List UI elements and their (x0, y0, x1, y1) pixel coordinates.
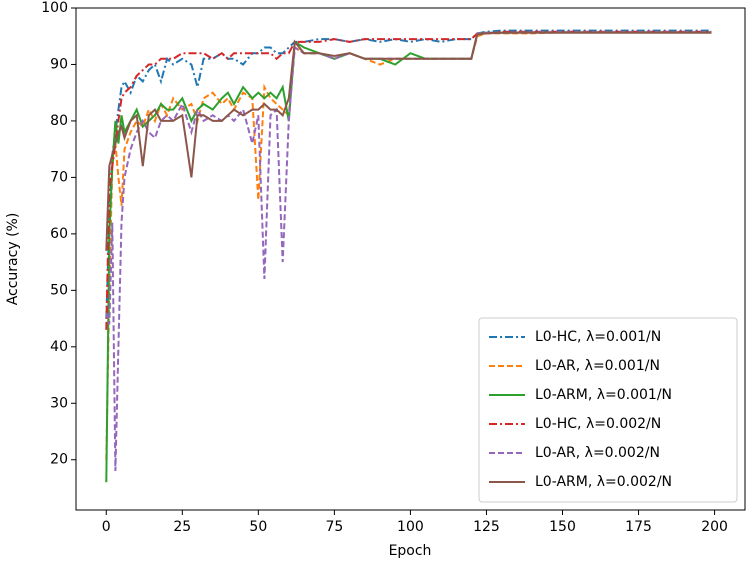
x-tick-label: 125 (473, 519, 500, 535)
y-tick-label: 70 (50, 169, 68, 185)
legend-label: L0-AR, λ=0.002/N (535, 445, 660, 461)
y-tick-label: 20 (50, 452, 68, 468)
x-tick-label: 50 (249, 519, 267, 535)
series-line (105, 31, 712, 251)
legend-label: L0-ARM, λ=0.002/N (535, 474, 672, 490)
x-tick-label: 150 (549, 519, 576, 535)
x-tick-label: 200 (701, 519, 728, 535)
y-tick-label: 40 (50, 339, 68, 355)
y-tick-label: 50 (50, 282, 68, 298)
series-line (105, 29, 712, 319)
legend-label: L0-ARM, λ=0.001/N (535, 387, 672, 403)
y-tick-label: 60 (50, 226, 68, 242)
series-line (105, 31, 712, 472)
legend-label: L0-HC, λ=0.002/N (535, 416, 661, 432)
legend-label: L0-AR, λ=0.001/N (535, 358, 660, 374)
x-tick-label: 25 (173, 519, 191, 535)
y-tick-label: 80 (50, 113, 68, 129)
x-axis-label: Epoch (389, 543, 432, 559)
y-tick-label: 90 (50, 56, 68, 72)
plot-frame (75, 7, 746, 511)
x-tick-label: 75 (325, 519, 343, 535)
legend-label: L0-HC, λ=0.001/N (535, 329, 661, 345)
x-tick-label: 175 (625, 519, 652, 535)
legend-box (478, 317, 738, 503)
x-tick-label: 0 (102, 519, 111, 535)
series-line (105, 30, 712, 330)
y-axis-label: Accuracy (%) (5, 213, 21, 306)
y-tick-label: 100 (41, 0, 68, 16)
y-tick-label: 30 (50, 395, 68, 411)
legend: L0-HC, λ=0.001/N L0-AR, λ=0.001/N L0-ARM, … (478, 317, 738, 503)
x-tick-label: 100 (397, 519, 424, 535)
